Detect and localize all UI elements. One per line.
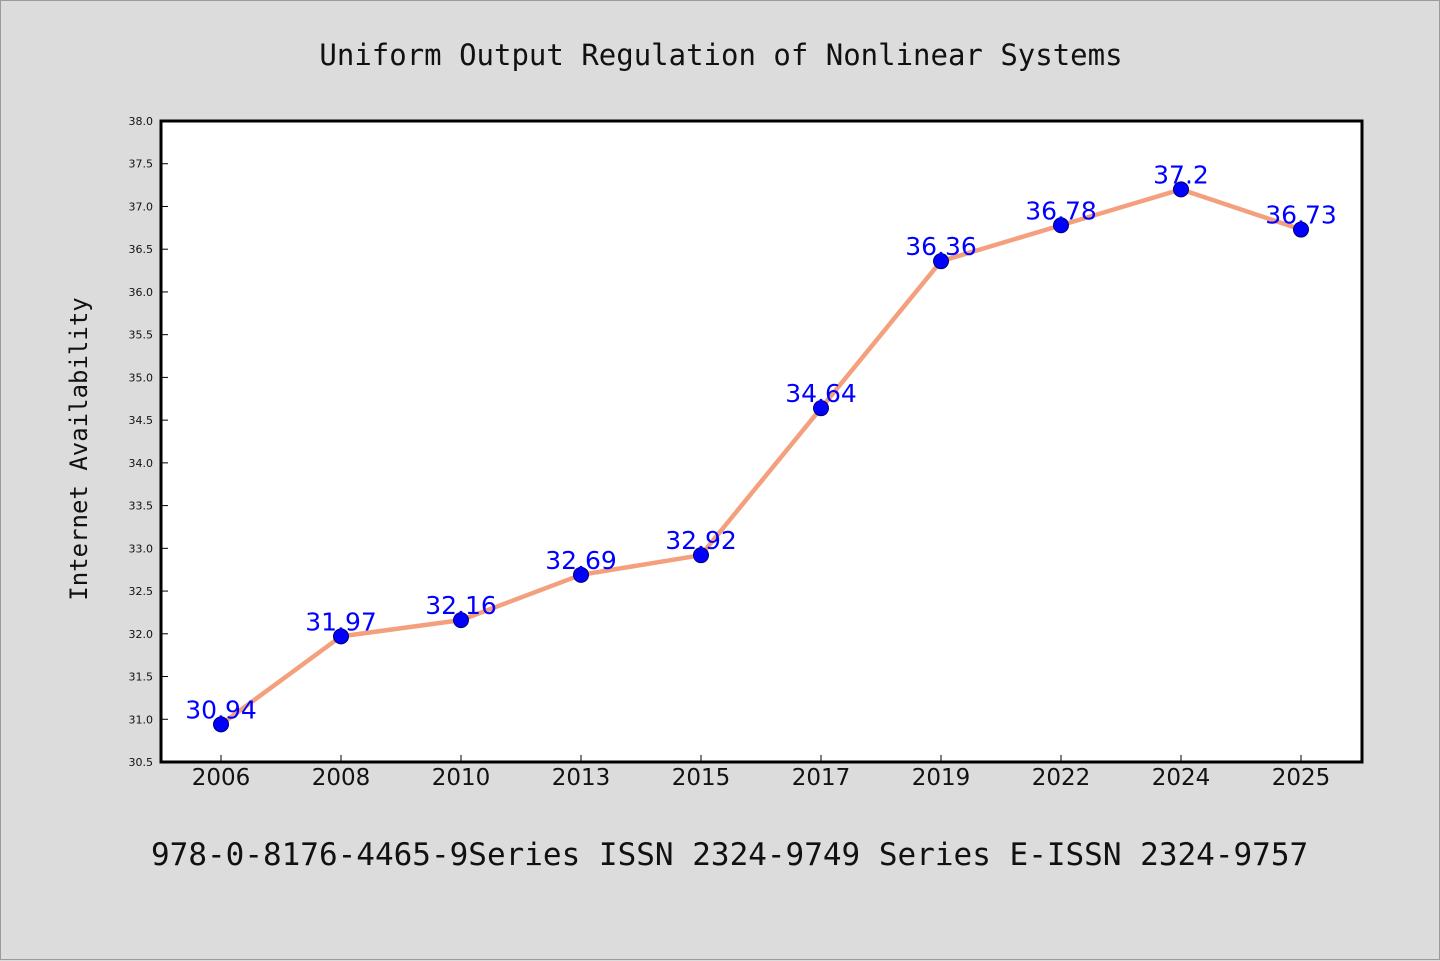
data-point: [1173, 181, 1189, 198]
x-tick-label: 2025: [1272, 765, 1331, 791]
data-label: 34.64: [785, 379, 857, 408]
data-label: 37.2: [1153, 160, 1209, 189]
data-label: 32.92: [665, 526, 737, 555]
data-label: 36.78: [1025, 196, 1097, 225]
data-label: 30.94: [185, 695, 257, 724]
y-tick-label: 33.5: [129, 500, 154, 513]
data-label-group: 30.94 31.97 32.16 32.69 32.92 34.64 36.36 36.78…: [185, 160, 1337, 724]
data-point: [813, 400, 829, 417]
y-tick-label: 32.5: [129, 585, 154, 598]
y-tick-label: 38.0: [129, 115, 154, 128]
x-tick-label: 2008: [312, 765, 371, 791]
y-axis: 30.5 31.0 31.5 32.0 32.5 33.0 33.5 34.0 34.5 35.0…: [129, 115, 168, 769]
chart-title: Uniform Output Regulation of Nonlinear S…: [319, 38, 1122, 72]
data-point: [213, 716, 229, 733]
x-tick-label: 2019: [912, 765, 971, 791]
y-tick-label: 31.0: [129, 713, 154, 726]
y-tick-label: 35.0: [129, 371, 154, 384]
y-tick-label: 32.0: [129, 628, 154, 641]
y-tick-label: 35.5: [129, 329, 154, 342]
series-line-group: [218, 187, 1304, 727]
data-point: [453, 612, 469, 629]
y-tick-label: 33.0: [129, 542, 154, 555]
y-tick-label: 37.0: [129, 200, 154, 213]
series-line: [218, 187, 1304, 727]
x-tick-label: 2006: [192, 765, 251, 791]
x-tick-label: 2022: [1032, 765, 1091, 791]
footer-text: 978-0-8176-4465-9Series ISSN 2324-9749 S…: [151, 837, 1308, 873]
data-point: [693, 547, 709, 564]
y-tick-label: 30.5: [129, 756, 154, 769]
data-point: [1053, 217, 1069, 234]
data-label: 36.36: [905, 232, 977, 261]
data-label: 36.73: [1265, 201, 1337, 230]
y-axis-label: Internet Availability: [65, 297, 93, 600]
plot-area: [161, 121, 1362, 762]
x-tick-label: 2015: [672, 765, 731, 791]
y-tick-label: 37.5: [129, 158, 154, 171]
data-label: 31.97: [305, 607, 377, 636]
data-label: 32.16: [425, 591, 497, 620]
data-point: [933, 253, 949, 270]
data-point: [573, 566, 589, 583]
y-tick-label: 34.5: [129, 414, 154, 427]
marker-group: [213, 181, 1309, 733]
x-axis: 2006 2008 2010 2013 2015 2017 2019 2022 2024 2025: [192, 755, 1331, 791]
y-tick-label: 34.0: [129, 457, 154, 470]
y-tick-label: 36.0: [129, 286, 154, 299]
x-tick-label: 2010: [432, 765, 491, 791]
plot-border: [159, 119, 1364, 764]
x-tick-label: 2024: [1152, 765, 1211, 791]
data-point: [1293, 221, 1309, 238]
x-tick-label: 2013: [552, 765, 611, 791]
data-label: 32.69: [545, 546, 617, 575]
data-point: [333, 628, 349, 645]
y-tick-label: 31.5: [129, 671, 154, 684]
y-tick-label: 36.5: [129, 243, 154, 256]
x-tick-label: 2017: [792, 765, 851, 791]
